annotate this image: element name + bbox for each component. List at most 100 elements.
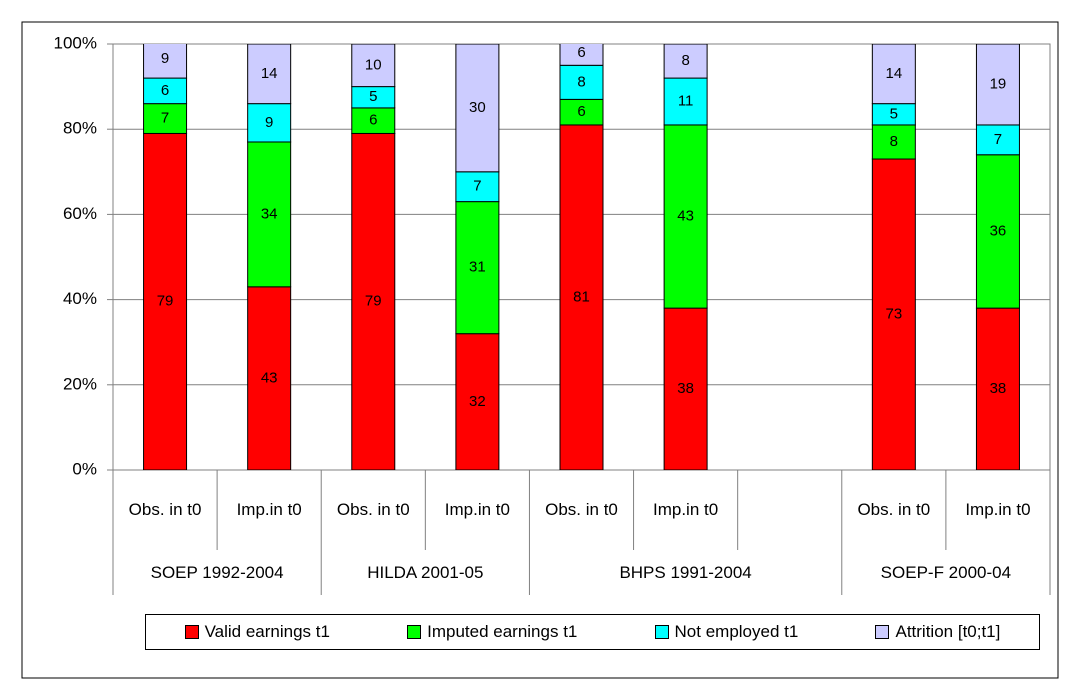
- legend-item: Not employed t1: [654, 622, 799, 642]
- data-label: 73: [885, 305, 902, 322]
- x-tick-label-box: Obs. in t0: [545, 500, 618, 519]
- x-tick-label: Obs. in t0: [857, 500, 931, 519]
- x-tick-label: Imp.in t0: [236, 500, 302, 519]
- x-tick-label-box: Obs. in t0: [336, 500, 410, 519]
- legend: Valid earnings t1 Imputed earnings t1 Not …: [145, 614, 1040, 650]
- legend-swatch: [407, 625, 422, 639]
- bar-segment: [663, 307, 708, 470]
- data-label: 5: [890, 105, 898, 122]
- data-label: 43: [261, 369, 278, 386]
- group-label-box: HILDA 2001-05: [367, 562, 484, 582]
- data-label: 43: [677, 207, 694, 224]
- bar-segment: [975, 154, 1020, 309]
- data-label: 7: [161, 110, 169, 127]
- group-label-box: SOEP 1992-2004: [150, 562, 284, 582]
- data-label: 6: [577, 103, 585, 120]
- y-tick-label: 20%: [63, 374, 97, 393]
- data-label: 79: [157, 293, 174, 310]
- y-tick-label: 60%: [63, 204, 97, 223]
- group-label: BHPS 1991-2004: [619, 562, 752, 582]
- group-label: HILDA 2001-05: [367, 562, 484, 582]
- data-label: 8: [681, 52, 689, 69]
- x-tick-label-box: Imp.in t0: [965, 500, 1031, 519]
- data-label: 6: [577, 44, 585, 61]
- data-label: 79: [365, 293, 382, 310]
- legend-item: Imputed earnings t1: [407, 622, 577, 642]
- x-tick-label-box: Imp.in t0: [653, 500, 719, 519]
- group-label: SOEP-F 2000-04: [880, 562, 1012, 582]
- data-label: 14: [261, 65, 278, 82]
- data-label: 38: [677, 380, 694, 397]
- x-tick-label: Obs. in t0: [545, 500, 618, 519]
- legend-label: Imputed earnings t1: [427, 622, 578, 641]
- bar-segment: [663, 77, 708, 126]
- group-label-box: SOEP-F 2000-04: [880, 562, 1012, 582]
- x-tick-label: Obs. in t0: [336, 500, 410, 519]
- bar-segment: [559, 98, 604, 126]
- y-tick-label: 40%: [63, 289, 97, 308]
- bar-segment: [143, 44, 188, 79]
- x-tick-label: Imp.in t0: [965, 500, 1031, 519]
- data-label: 19: [990, 75, 1007, 92]
- legend-swatch: [654, 625, 669, 639]
- x-tick-label: Obs. in t0: [128, 500, 202, 519]
- data-label: 10: [365, 56, 382, 73]
- bar-segment: [975, 44, 1020, 126]
- y-tick-label: 0%: [72, 459, 97, 478]
- legend-swatch: [875, 625, 890, 639]
- bar-segment: [663, 124, 708, 309]
- bar-segment: [351, 132, 396, 470]
- bar-segment: [871, 158, 916, 470]
- data-label: 7: [473, 178, 481, 195]
- legend-label: Valid earnings t1: [204, 622, 330, 641]
- data-label: 6: [161, 82, 169, 99]
- data-label: 36: [990, 222, 1007, 239]
- chart-frame: [21, 21, 1059, 679]
- x-tick-label-box: Imp.in t0: [445, 500, 510, 519]
- legend-label: Attrition [t0;t1]: [895, 622, 1001, 641]
- x-tick-label-box: Imp.in t0: [236, 500, 302, 519]
- data-label: 7: [994, 131, 1002, 148]
- bar-segment: [871, 124, 916, 160]
- data-label: 14: [885, 65, 902, 82]
- bar-segment: [559, 124, 604, 470]
- legend-label: Not employed t1: [674, 622, 799, 641]
- bar-segment: [455, 333, 500, 470]
- bar-segment: [455, 171, 500, 203]
- data-label: 11: [678, 92, 694, 109]
- bar-segment: [351, 107, 396, 134]
- bars: [143, 44, 1020, 470]
- legend-item: Valid earnings t1: [184, 622, 330, 642]
- bar-segment: [455, 44, 500, 173]
- legend-swatch: [184, 625, 199, 639]
- group-label: SOEP 1992-2004: [150, 562, 284, 582]
- data-label: 38: [990, 380, 1007, 397]
- data-label: 31: [469, 259, 486, 276]
- bar-segment: [143, 103, 188, 134]
- bar-segment: [143, 132, 188, 470]
- data-label: 32: [469, 393, 486, 410]
- data-label: 34: [261, 205, 278, 222]
- y-tick-label: 80%: [63, 119, 97, 138]
- data-label: 81: [573, 288, 590, 305]
- bar-segment: [975, 307, 1020, 470]
- data-label: 5: [369, 88, 377, 105]
- bar-segment: [559, 44, 604, 66]
- labels: 7976943349147965103231730816863843118738…: [157, 44, 1007, 410]
- bar-segment: [247, 141, 292, 288]
- data-label: 8: [577, 73, 585, 90]
- legend-item: Attrition [t0;t1]: [875, 622, 1000, 642]
- data-label: 30: [469, 99, 486, 116]
- x-tick-label: Imp.in t0: [653, 500, 719, 519]
- data-label: 6: [369, 112, 377, 129]
- x-tick-label-box: Obs. in t0: [857, 500, 931, 519]
- group-label-box: BHPS 1991-2004: [619, 562, 752, 582]
- data-label: 9: [161, 50, 169, 67]
- y-tick-label: 100%: [54, 33, 97, 52]
- bar-segment: [143, 77, 188, 105]
- bar-segment: [663, 44, 708, 79]
- x-tick-label-box: Obs. in t0: [128, 500, 202, 519]
- bar-segment: [351, 44, 396, 88]
